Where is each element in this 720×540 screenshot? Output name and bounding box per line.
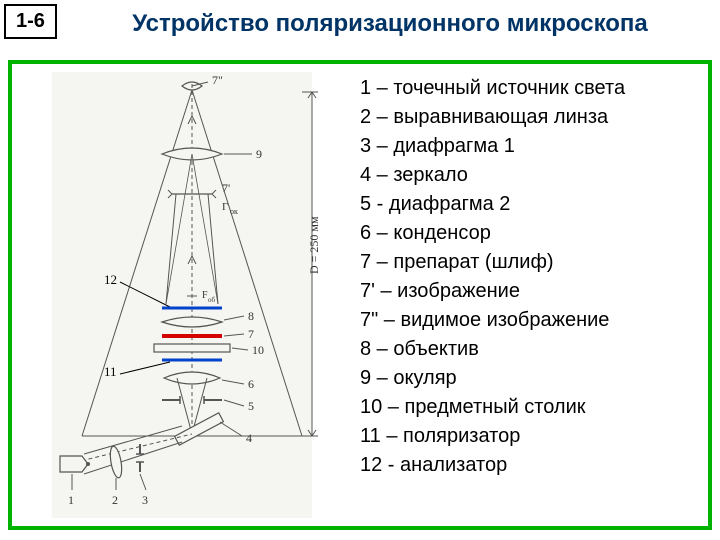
content-frame: 7" 9 7' Г ок 12 F bbox=[8, 60, 712, 530]
label-12: 12 bbox=[104, 272, 117, 287]
microscope-diagram: 7" 9 7' Г ок 12 F bbox=[12, 64, 352, 526]
legend-item-1: 1 – точечный источник света bbox=[360, 74, 700, 103]
legend-item-5: 5 - диафрагма 2 bbox=[360, 190, 700, 219]
diagram-column: 7" 9 7' Г ок 12 F bbox=[12, 64, 352, 526]
legend-column: 1 – точечный источник света 2 – выравнив… bbox=[352, 64, 708, 526]
label-9: 9 bbox=[256, 147, 262, 161]
label-1: 1 bbox=[68, 493, 74, 507]
label-11: 11 bbox=[104, 364, 117, 379]
svg-text:об: об bbox=[208, 296, 216, 304]
dimension-label: D = 250 мм bbox=[307, 216, 321, 274]
legend-item-9: 9 – окуляр bbox=[360, 364, 700, 393]
label-5: 5 bbox=[248, 399, 254, 413]
legend-item-4: 4 – зеркало bbox=[360, 161, 700, 190]
label-8: 8 bbox=[248, 309, 254, 323]
label-7: 7 bbox=[248, 327, 254, 341]
legend-item-12: 12 - анализатор bbox=[360, 451, 700, 480]
slide-number-box: 1-6 bbox=[4, 4, 57, 39]
label-10: 10 bbox=[252, 343, 264, 357]
page-title: Устройство поляризационного микроскопа bbox=[0, 10, 720, 38]
svg-text:7': 7' bbox=[222, 181, 230, 195]
legend-item-8: 8 – объектив bbox=[360, 335, 700, 364]
svg-text:Г: Г bbox=[222, 201, 228, 213]
legend-item-11: 11 – поляризатор bbox=[360, 422, 700, 451]
legend-item-7p: 7' – изображение bbox=[360, 277, 700, 306]
svg-text:ок: ок bbox=[230, 207, 238, 216]
legend-item-3: 3 – диафрагма 1 bbox=[360, 132, 700, 161]
label-2: 2 bbox=[112, 493, 118, 507]
legend-item-6: 6 – конденсор bbox=[360, 219, 700, 248]
header: 1-6 Устройство поляризационного микроско… bbox=[0, 0, 720, 48]
legend-item-7pp: 7" – видимое изображение bbox=[360, 306, 700, 335]
legend-item-10: 10 – предметный столик bbox=[360, 393, 700, 422]
label-6: 6 bbox=[248, 377, 254, 391]
label-4: 4 bbox=[246, 431, 252, 445]
legend-item-2: 2 – выравнивающая линза bbox=[360, 103, 700, 132]
label-3: 3 bbox=[142, 493, 148, 507]
svg-text:7": 7" bbox=[212, 73, 223, 87]
legend-item-7: 7 – препарат (шлиф) bbox=[360, 248, 700, 277]
